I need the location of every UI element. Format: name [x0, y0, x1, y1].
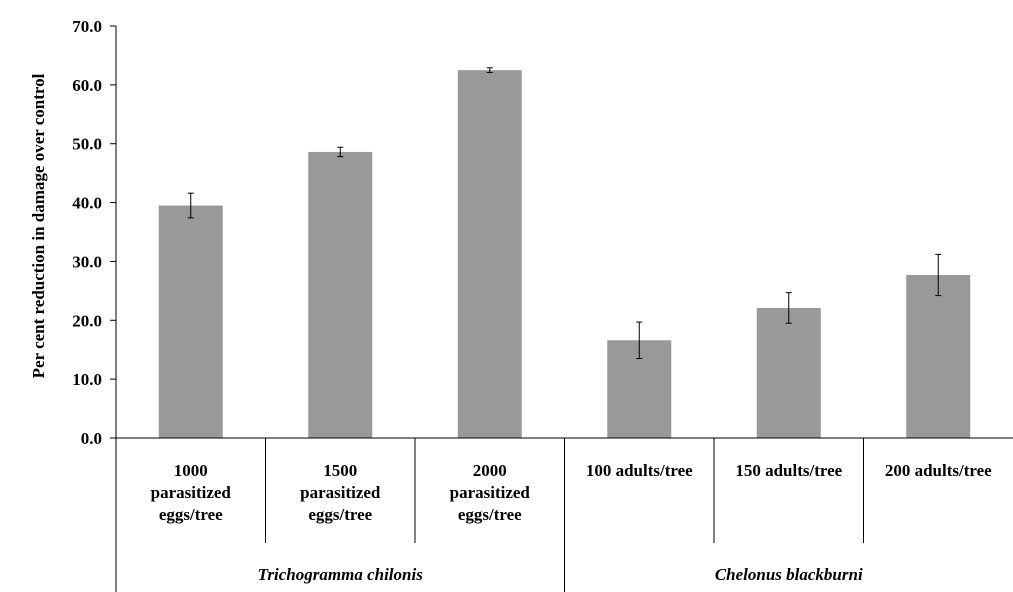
- category-label: 200 adults/tree: [885, 461, 992, 480]
- category-label: 100 adults/tree: [586, 461, 693, 480]
- category-label-line: parasitized: [450, 483, 531, 502]
- category-label-line: parasitized: [151, 483, 232, 502]
- category-labels: 1000 parasitized eggs/tree 1500 parasitized e…: [151, 461, 993, 524]
- y-tick-label: 50.0: [72, 135, 102, 154]
- category-label: 150 adults/tree: [735, 461, 842, 480]
- group-label: Trichogramma chilonis: [258, 565, 424, 584]
- category-label-line: 1500: [323, 461, 357, 480]
- bar: [906, 274, 971, 438]
- bar: [457, 70, 522, 439]
- category-label-line: parasitized: [300, 483, 381, 502]
- category-label: 2000 parasitized eggs/tree: [450, 461, 531, 524]
- bars: [158, 70, 971, 439]
- category-label-line: 200 adults/tree: [885, 461, 992, 480]
- category-label-line: 1000: [174, 461, 208, 480]
- category-label: 1000 parasitized eggs/tree: [151, 461, 232, 524]
- category-label-line: eggs/tree: [159, 505, 223, 524]
- y-tick-label: 10.0: [72, 370, 102, 389]
- y-axis-ticks: 0.0 10.0 20.0 30.0 40.0 50.0 60.0 70.0: [72, 17, 117, 592]
- y-tick-label: 70.0: [72, 17, 102, 36]
- y-tick-label: 40.0: [72, 194, 102, 213]
- group-label: Chelonus blackburni: [715, 565, 863, 584]
- y-axis-title: Per cent reduction in damage over contro…: [29, 73, 48, 378]
- category-label: 1500 parasitized eggs/tree: [300, 461, 381, 524]
- category-label-line: 150 adults/tree: [735, 461, 842, 480]
- y-tick-label: 30.0: [72, 252, 102, 271]
- category-label-line: eggs/tree: [308, 505, 372, 524]
- category-label-line: 2000: [473, 461, 507, 480]
- x-axis: [110, 437, 1013, 592]
- category-label-line: eggs/tree: [458, 505, 522, 524]
- error-bars: [187, 67, 942, 360]
- y-tick-label: 0.0: [81, 429, 102, 448]
- y-tick-label: 60.0: [72, 76, 102, 95]
- bar: [756, 307, 821, 438]
- group-labels: Trichogramma chilonis Chelonus blackburni: [258, 565, 863, 584]
- y-tick-label: 20.0: [72, 311, 102, 330]
- bar: [308, 151, 373, 438]
- bar: [158, 205, 223, 438]
- category-label-line: 100 adults/tree: [586, 461, 693, 480]
